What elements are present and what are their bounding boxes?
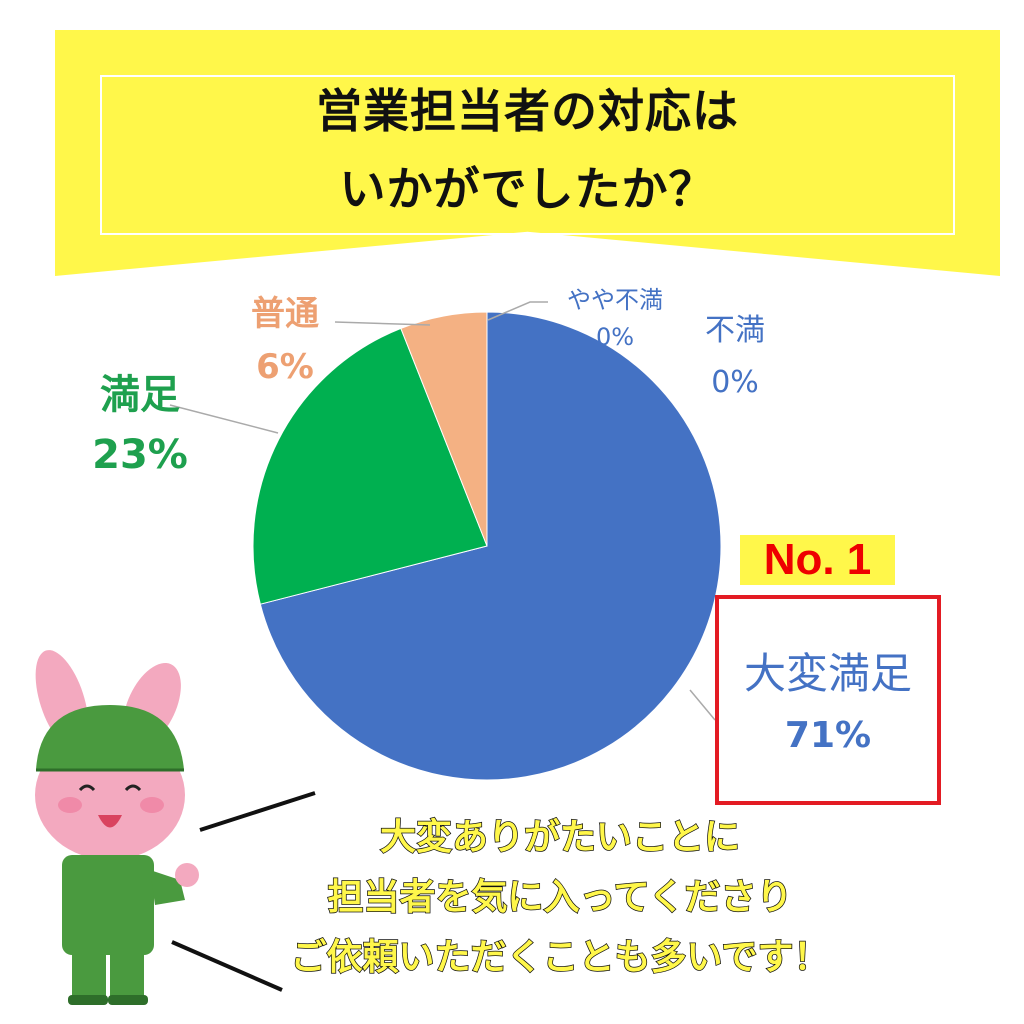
leader-line-neutral <box>334 321 431 326</box>
label-neutral: 普通 6% <box>230 286 340 387</box>
title-frame <box>100 75 955 235</box>
highlight-box <box>715 595 941 805</box>
pie-slice-0 <box>259 311 722 781</box>
value-label: 0% <box>595 323 635 351</box>
leader-line-very-satisfied <box>689 689 716 721</box>
label-slightly-dissatisfied: やや不満 0% <box>545 280 685 351</box>
label-very-satisfied: 大変満足 71% <box>715 640 941 756</box>
leader-line-satisfied <box>169 404 279 434</box>
speech-line <box>199 791 316 832</box>
category-label: 満足 <box>100 372 180 418</box>
leader-line-slightly-dissatisfied <box>487 301 548 321</box>
value-label: 6% <box>256 347 314 387</box>
title-line-2: いかがでしたか？ <box>339 162 716 216</box>
speech-line <box>171 940 283 992</box>
value-label: 23% <box>92 432 188 478</box>
rank-badge: No. 1 <box>740 535 895 585</box>
value-label: 0% <box>711 365 759 400</box>
category-label: やや不満 <box>567 286 663 314</box>
category-label: 普通 <box>251 294 319 334</box>
rabbit-illustration <box>35 650 199 1005</box>
comment-line-1: 大変ありがたいことに <box>379 816 741 859</box>
label-dissatisfied: 不満 0% <box>680 305 790 400</box>
label-satisfied: 満足 23% <box>80 362 200 478</box>
pie-slice-2 <box>400 311 488 547</box>
comment-text: 大変ありがたいことに 担当者を気に入ってくださり ご依頼いただくことも多いです！ <box>230 808 890 988</box>
pie-slice-1 <box>252 327 488 605</box>
comment-line-2: 担当者を気に入ってくださり <box>327 876 794 919</box>
category-label: 不満 <box>705 313 765 348</box>
category-label: 大変満足 <box>743 649 912 698</box>
title-line-1: 営業担当者の対応は <box>316 84 739 138</box>
page-title: 営業担当者の対応は いかがでしたか？ <box>55 72 1000 228</box>
value-label: 71% <box>784 715 872 756</box>
comment-line-3: ご依頼いただくことも多いです！ <box>290 936 830 979</box>
